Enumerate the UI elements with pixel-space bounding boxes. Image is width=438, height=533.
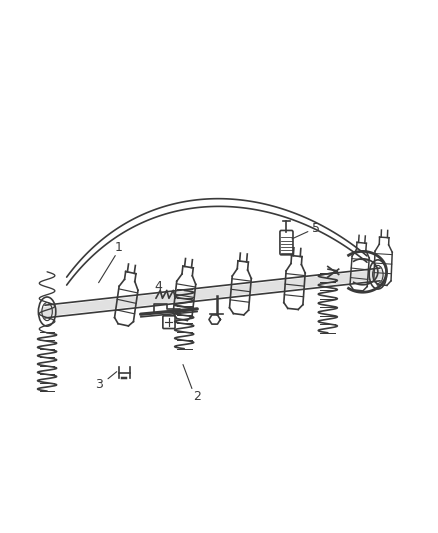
Text: 3: 3 <box>95 378 103 391</box>
Text: 4: 4 <box>154 280 162 293</box>
Text: 5: 5 <box>311 222 320 235</box>
FancyBboxPatch shape <box>280 230 293 255</box>
Text: 2: 2 <box>193 390 201 403</box>
FancyBboxPatch shape <box>163 316 175 328</box>
Text: 1: 1 <box>115 241 123 254</box>
